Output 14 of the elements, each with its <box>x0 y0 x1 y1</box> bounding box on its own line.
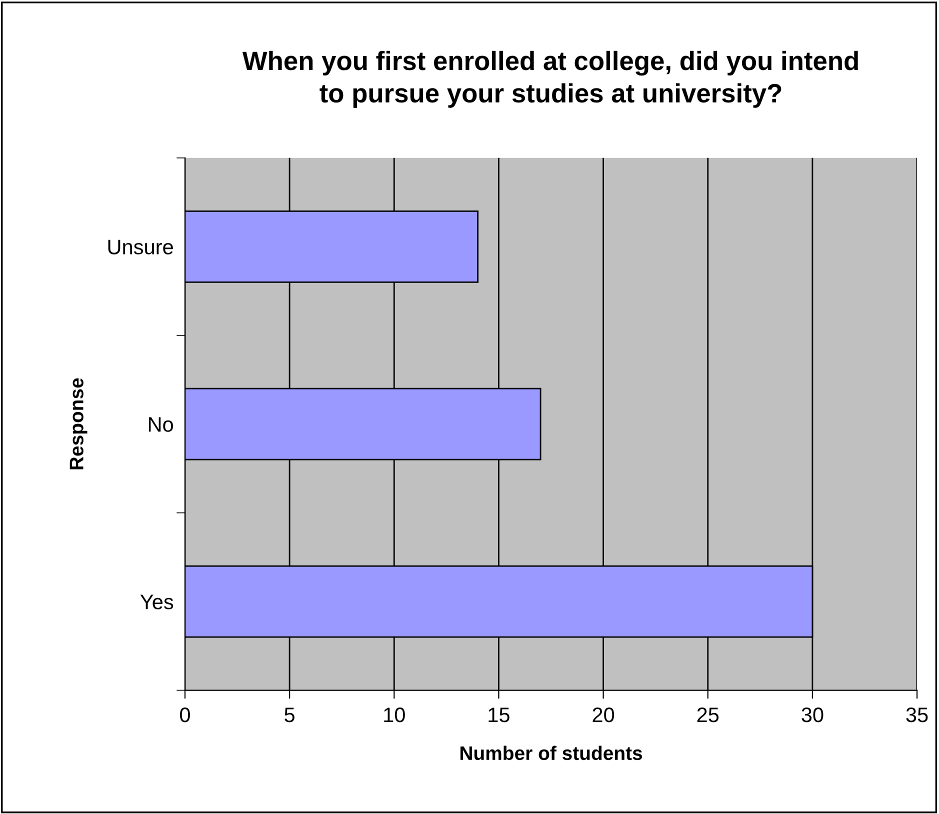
x-tick-label: 35 <box>906 707 928 722</box>
x-tick-label: 5 <box>284 708 294 722</box>
x-tick-label: 10 <box>384 707 405 722</box>
y-axis-title: Response <box>70 378 88 470</box>
y-tick-label: Yes <box>140 594 174 610</box>
y-tick-label: No <box>148 417 173 432</box>
x-tick-label: 15 <box>488 708 510 722</box>
chart-title: When you first enrolled at college, did you intend to pursue your studies at university? <box>242 50 858 108</box>
x-tick-label: 0 <box>180 707 190 722</box>
x-tick-label: 30 <box>802 707 824 722</box>
y-tick-label: Unsure <box>108 240 173 254</box>
x-tick-label: 20 <box>592 707 614 722</box>
x-axis-title: Number of students <box>460 746 642 760</box>
x-tick-label: 25 <box>697 707 719 722</box>
